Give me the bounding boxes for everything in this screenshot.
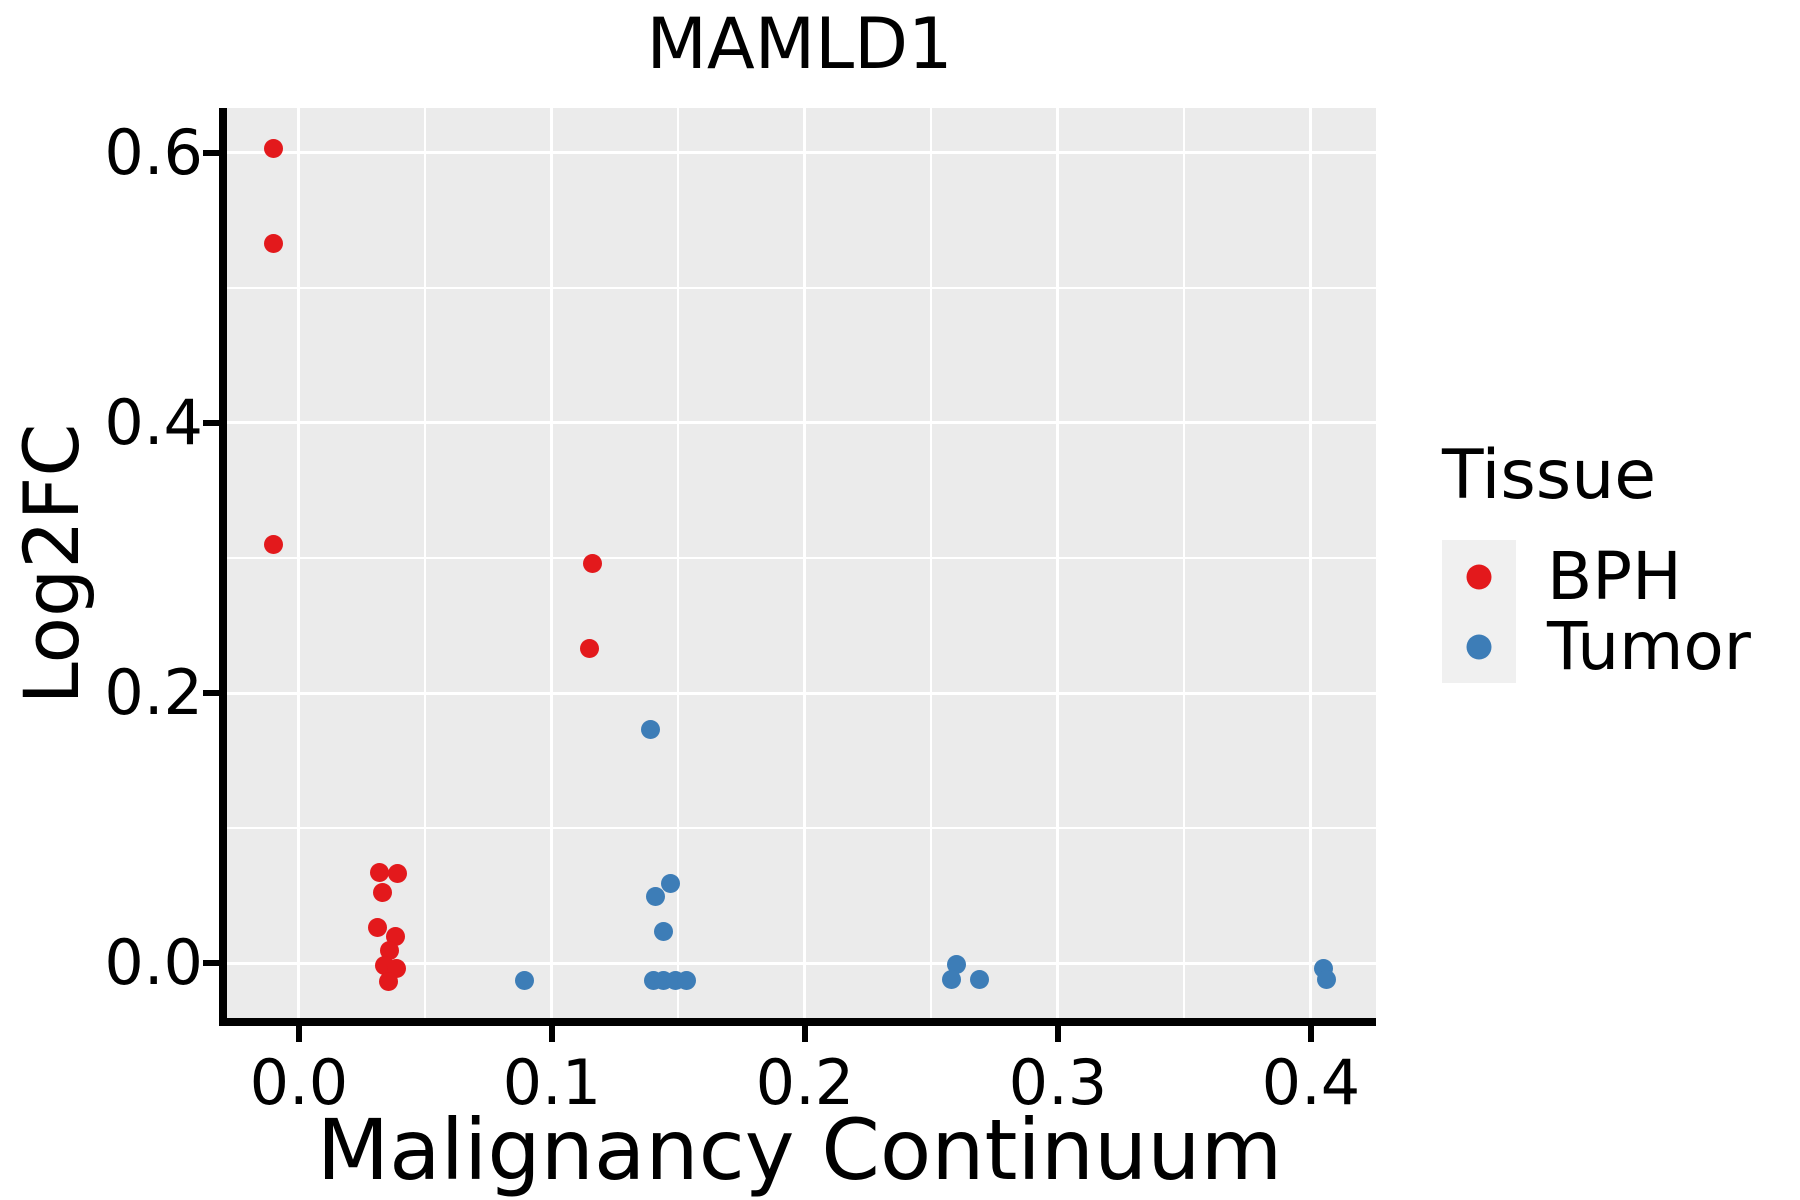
legend-label-tumor: Tumor	[1547, 608, 1751, 685]
data-point-bph	[372, 883, 392, 903]
y-major-gridline	[223, 421, 1376, 425]
data-point-tumor	[653, 922, 673, 942]
x-tick-label: 0.0	[249, 1046, 349, 1119]
y-major-gridline	[223, 691, 1376, 695]
x-minor-gridline	[424, 108, 427, 1020]
data-point-tumor	[646, 887, 666, 907]
data-point-bph	[380, 941, 400, 961]
x-tick-label: 0.3	[1008, 1046, 1108, 1119]
x-major-gridline	[803, 108, 807, 1020]
x-tick-mark	[295, 1026, 302, 1042]
y-tick-label: 0.4	[104, 385, 203, 459]
data-point-bph	[264, 534, 284, 554]
x-tick-mark	[801, 1026, 808, 1042]
data-point-tumor	[661, 873, 681, 893]
data-point-bph	[388, 864, 408, 884]
y-major-gridline	[223, 151, 1376, 155]
x-axis-title: Malignancy Continuum	[316, 1101, 1283, 1199]
data-point-tumor	[514, 971, 534, 991]
y-minor-gridline	[223, 827, 1376, 829]
data-point-tumor	[676, 971, 696, 991]
legend-title: Tissue	[1442, 436, 1657, 515]
legend-bph-dot-icon	[1466, 564, 1492, 590]
x-minor-gridline	[930, 108, 933, 1020]
data-point-tumor	[942, 969, 962, 989]
y-tick-label: 0.0	[104, 926, 203, 1000]
x-tick-mark	[1054, 1026, 1061, 1042]
legend: Tissue BPH Tumor	[1442, 436, 1792, 683]
data-point-bph	[264, 139, 284, 159]
y-tick-label: 0.2	[104, 656, 203, 729]
y-axis-line	[219, 108, 227, 1026]
legend-tumor-dot-icon	[1466, 634, 1492, 660]
plot-panel	[223, 108, 1376, 1020]
y-tick-mark	[203, 149, 219, 156]
plot-title: MAMLD1	[646, 3, 953, 85]
y-tick-mark	[203, 690, 219, 696]
x-minor-gridline	[1183, 108, 1186, 1020]
y-minor-gridline	[223, 286, 1376, 289]
x-tick-mark	[1307, 1026, 1314, 1042]
y-minor-gridline	[223, 556, 1376, 559]
y-tick-label: 0.6	[104, 115, 203, 189]
legend-label-bph: BPH	[1547, 538, 1682, 615]
data-point-bph	[370, 863, 390, 883]
data-point-tumor	[970, 969, 990, 989]
x-major-gridline	[1056, 108, 1060, 1020]
data-point-bph	[379, 972, 399, 992]
data-point-tumor	[947, 954, 967, 974]
x-minor-gridline	[677, 108, 680, 1020]
data-point-bph	[580, 638, 600, 658]
data-point-tumor	[1316, 969, 1336, 989]
legend-key-box	[1442, 540, 1516, 683]
y-major-gridline	[223, 961, 1376, 965]
data-point-bph	[264, 233, 284, 253]
x-major-gridline	[297, 108, 301, 1020]
x-axis-line	[219, 1018, 1376, 1026]
data-point-tumor	[641, 719, 661, 739]
y-tick-mark	[203, 419, 219, 426]
data-point-bph	[385, 926, 405, 946]
x-tick-mark	[548, 1026, 555, 1042]
x-major-gridline	[1309, 108, 1313, 1020]
x-tick-label: 0.2	[755, 1046, 855, 1119]
x-major-gridline	[550, 108, 554, 1020]
y-tick-mark	[203, 960, 219, 967]
data-point-bph	[582, 553, 602, 573]
x-tick-label: 0.4	[1261, 1046, 1361, 1119]
data-point-bph	[367, 918, 387, 938]
x-tick-label: 0.1	[502, 1046, 602, 1119]
